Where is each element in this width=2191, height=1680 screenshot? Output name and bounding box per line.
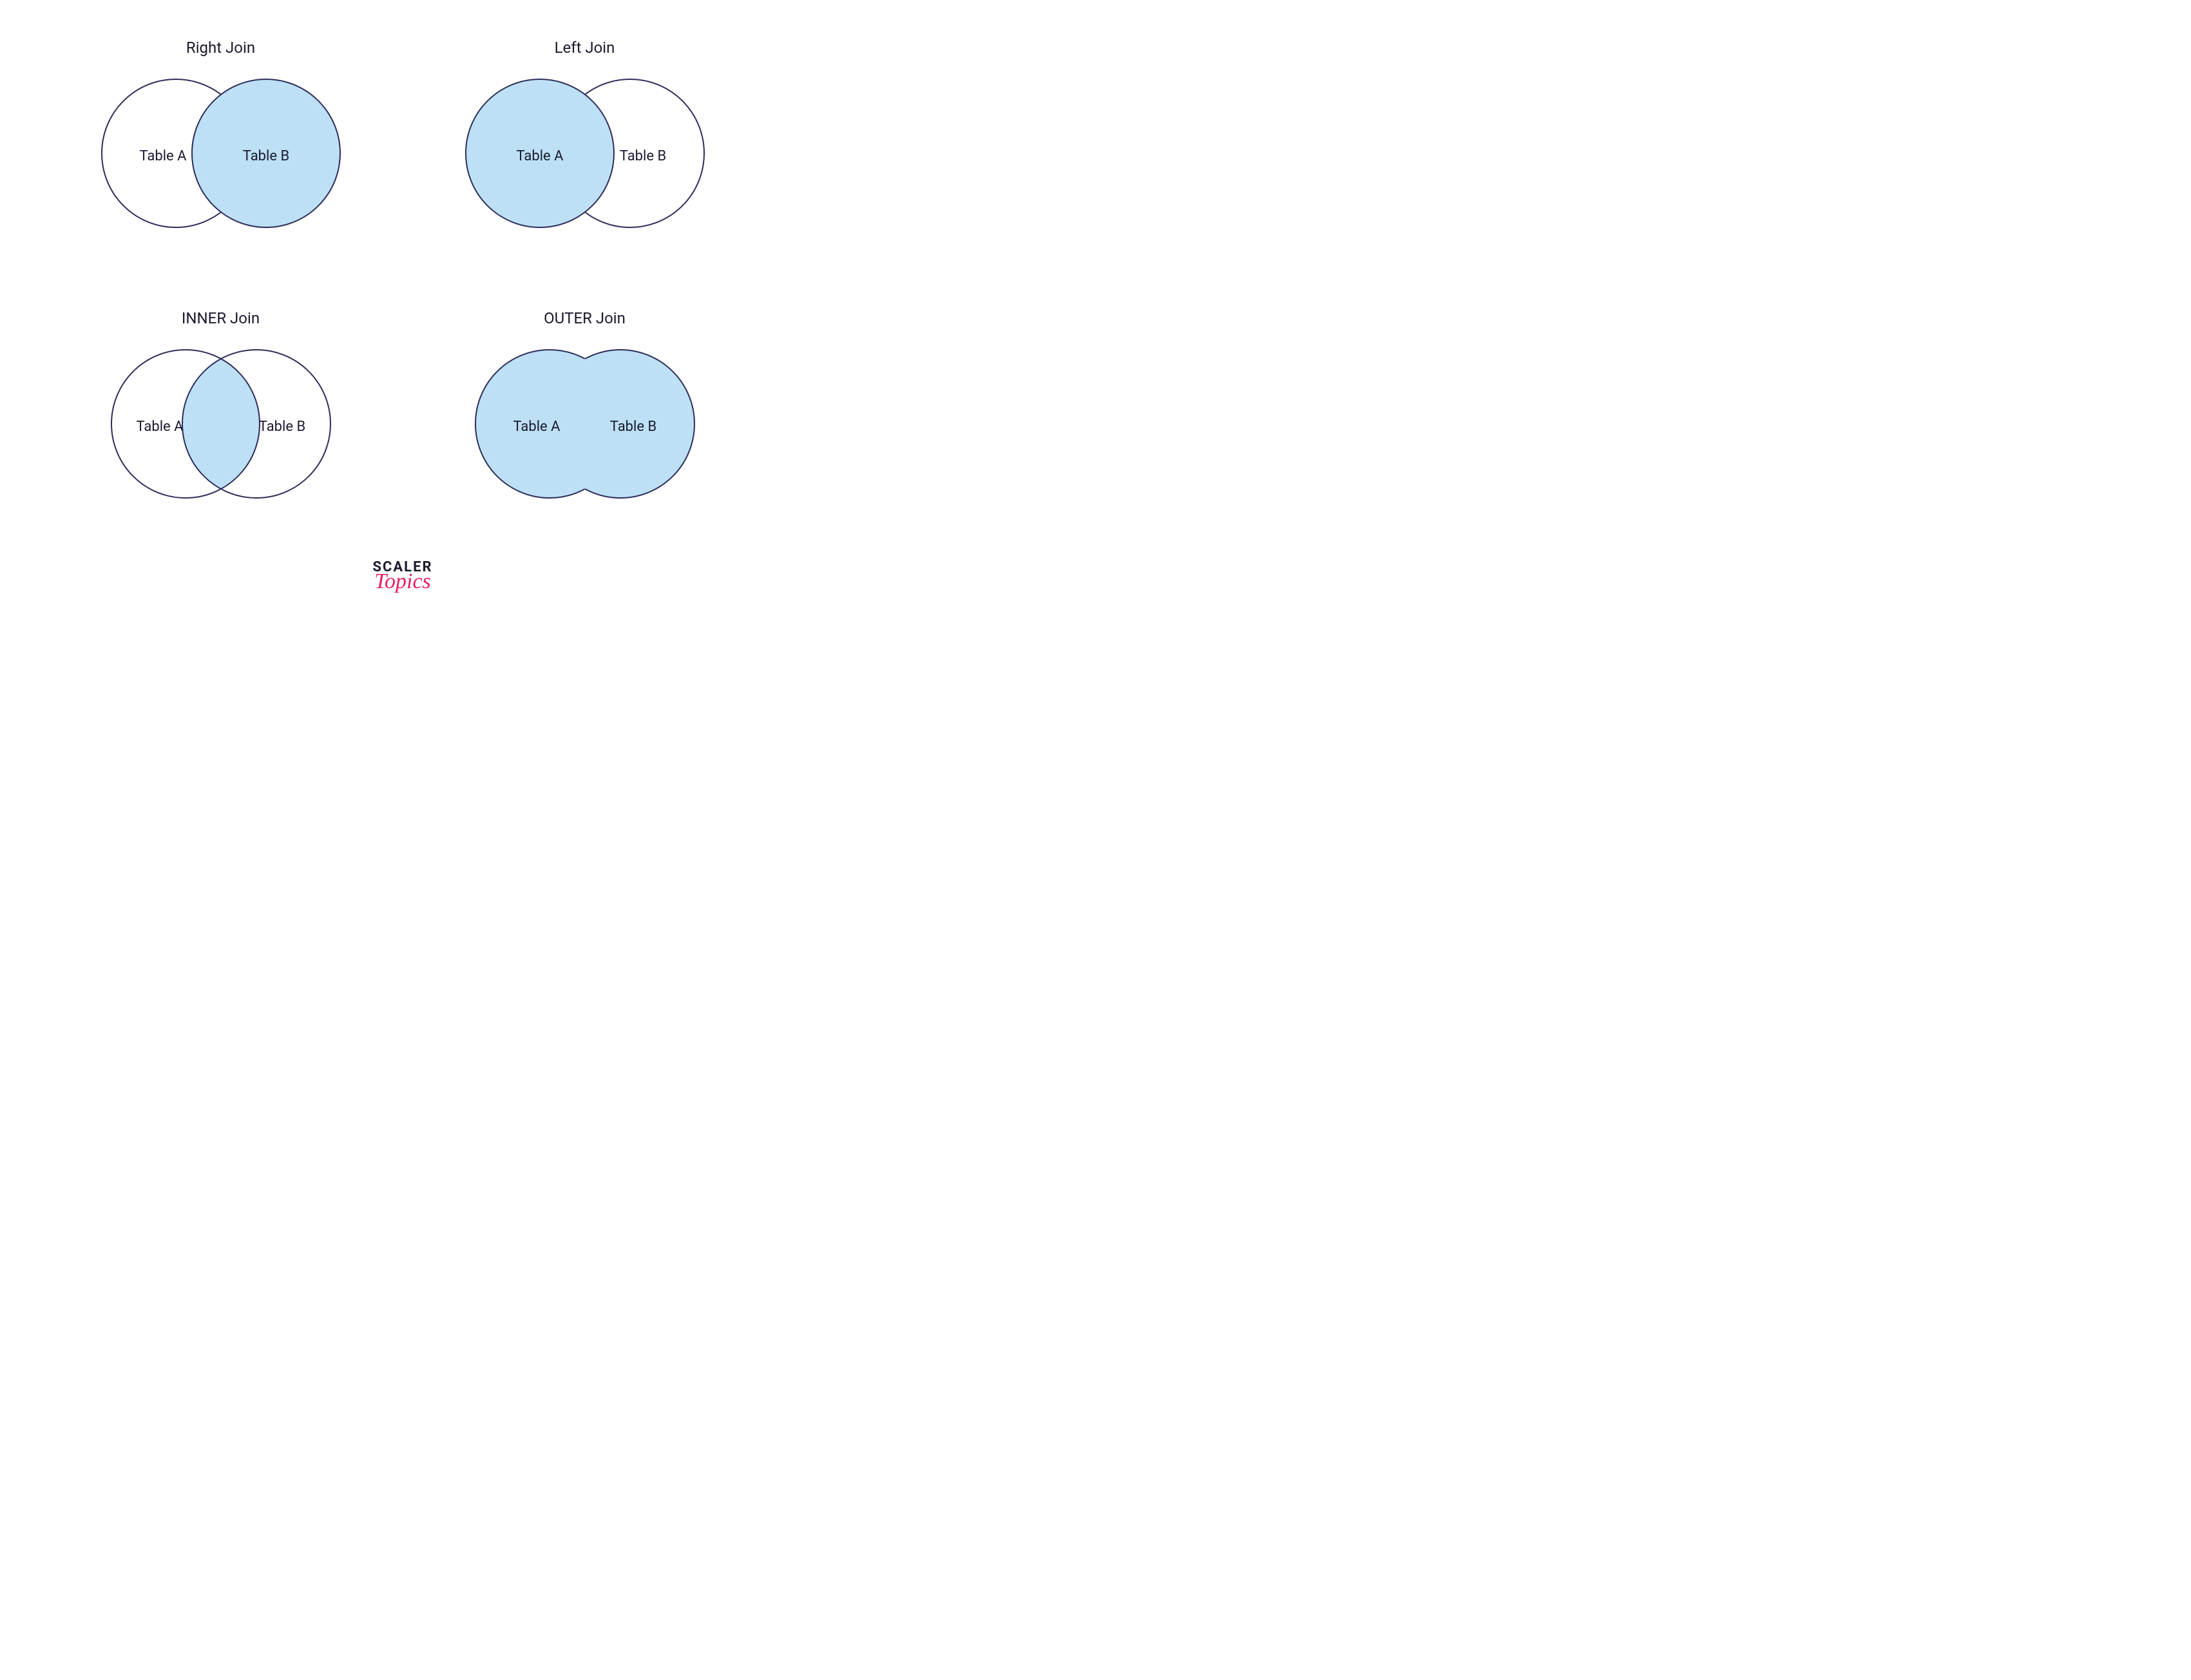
right-join-diagram: Right Join Table A Table B xyxy=(64,39,377,283)
inner-join-venn: Table A Table B xyxy=(99,340,343,508)
inner-join-diagram: INNER Join Table A Table B xyxy=(64,309,377,554)
inner-join-label-b: Table B xyxy=(258,419,305,435)
outer-join-label-a: Table A xyxy=(513,419,560,435)
inner-join-label-a: Table A xyxy=(136,419,184,435)
outer-join-title: OUTER Join xyxy=(544,309,626,327)
left-join-label-a: Table A xyxy=(516,148,564,164)
right-join-label-b: Table B xyxy=(242,148,289,164)
right-join-venn: Table A Table B xyxy=(99,70,343,237)
outer-join-venn: Table A Table B xyxy=(463,340,707,508)
left-join-venn: Table A Table B xyxy=(463,70,707,237)
inner-join-title: INNER Join xyxy=(182,309,260,327)
left-join-title: Left Join xyxy=(555,39,615,57)
left-join-label-b: Table B xyxy=(619,148,665,164)
outer-join-label-b: Table B xyxy=(609,419,656,435)
right-join-label-a: Table A xyxy=(139,148,187,164)
logo: SCALER Topics xyxy=(64,560,741,593)
left-join-diagram: Left Join Table A Table B xyxy=(428,39,741,283)
logo-line2: Topics xyxy=(372,571,432,593)
right-join-title: Right Join xyxy=(186,39,255,57)
outer-join-diagram: OUTER Join xyxy=(428,309,741,554)
